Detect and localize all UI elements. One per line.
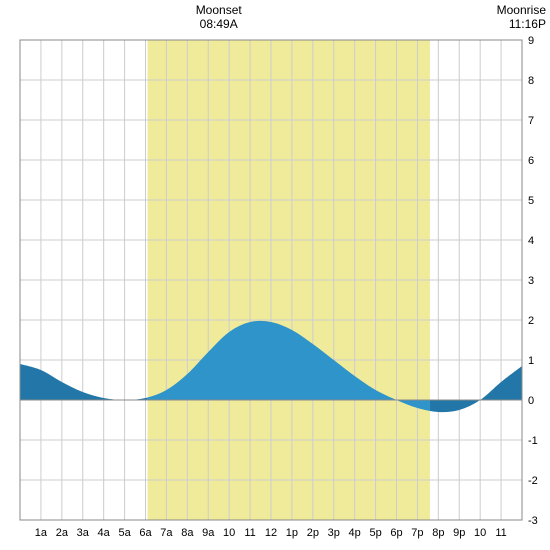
moonset-title: Moonset xyxy=(196,3,243,17)
y-tick-label: 8 xyxy=(528,75,534,87)
x-tick-label: 7a xyxy=(160,527,173,539)
x-tick-label: 2a xyxy=(56,527,69,539)
x-tick-label: 1a xyxy=(35,527,48,539)
x-tick-label: 8p xyxy=(432,527,444,539)
x-tick-label: 9p xyxy=(453,527,465,539)
x-tick-label: 11 xyxy=(244,527,255,539)
x-tick-label: 4a xyxy=(98,527,111,539)
x-tick-label: 6a xyxy=(139,527,152,539)
moonrise-time: 11:16P xyxy=(509,17,546,31)
y-tick-label: -2 xyxy=(528,475,538,487)
x-tick-label: 5p xyxy=(369,527,381,539)
x-tick-label: 10 xyxy=(223,527,235,539)
y-tick-label: 6 xyxy=(528,155,534,167)
x-tick-label: 3a xyxy=(77,527,90,539)
x-tick-label: 9a xyxy=(202,527,215,539)
x-tick-label: 1p xyxy=(286,527,298,539)
y-tick-label: 2 xyxy=(528,315,534,327)
x-tick-label: 4p xyxy=(349,527,361,539)
x-tick-label: 8a xyxy=(181,527,194,539)
y-tick-label: 3 xyxy=(528,275,534,287)
x-tick-label: 3p xyxy=(328,527,340,539)
y-tick-label: -3 xyxy=(528,515,538,527)
x-tick-label: 10 xyxy=(474,527,486,539)
y-tick-label: 0 xyxy=(528,395,534,407)
y-tick-label: -1 xyxy=(528,435,538,447)
x-tick-label: 12 xyxy=(265,527,277,539)
y-tick-label: 5 xyxy=(528,195,534,207)
tide-chart: -3-2-101234567891a2a3a4a5a6a7a8a9a101112… xyxy=(0,0,550,550)
x-tick-label: 5a xyxy=(118,527,131,539)
x-tick-label: 6p xyxy=(390,527,402,539)
x-tick-label: 7p xyxy=(411,527,423,539)
y-tick-label: 7 xyxy=(528,115,534,127)
y-tick-label: 1 xyxy=(528,355,534,367)
y-tick-label: 9 xyxy=(528,35,534,47)
chart-svg: -3-2-101234567891a2a3a4a5a6a7a8a9a101112… xyxy=(0,0,550,550)
y-tick-label: 4 xyxy=(528,235,534,247)
moonrise-title: Moonrise xyxy=(497,3,547,17)
x-tick-label: 2p xyxy=(307,527,319,539)
x-tick-label: 11 xyxy=(495,527,506,539)
moonset-time: 08:49A xyxy=(200,17,238,31)
